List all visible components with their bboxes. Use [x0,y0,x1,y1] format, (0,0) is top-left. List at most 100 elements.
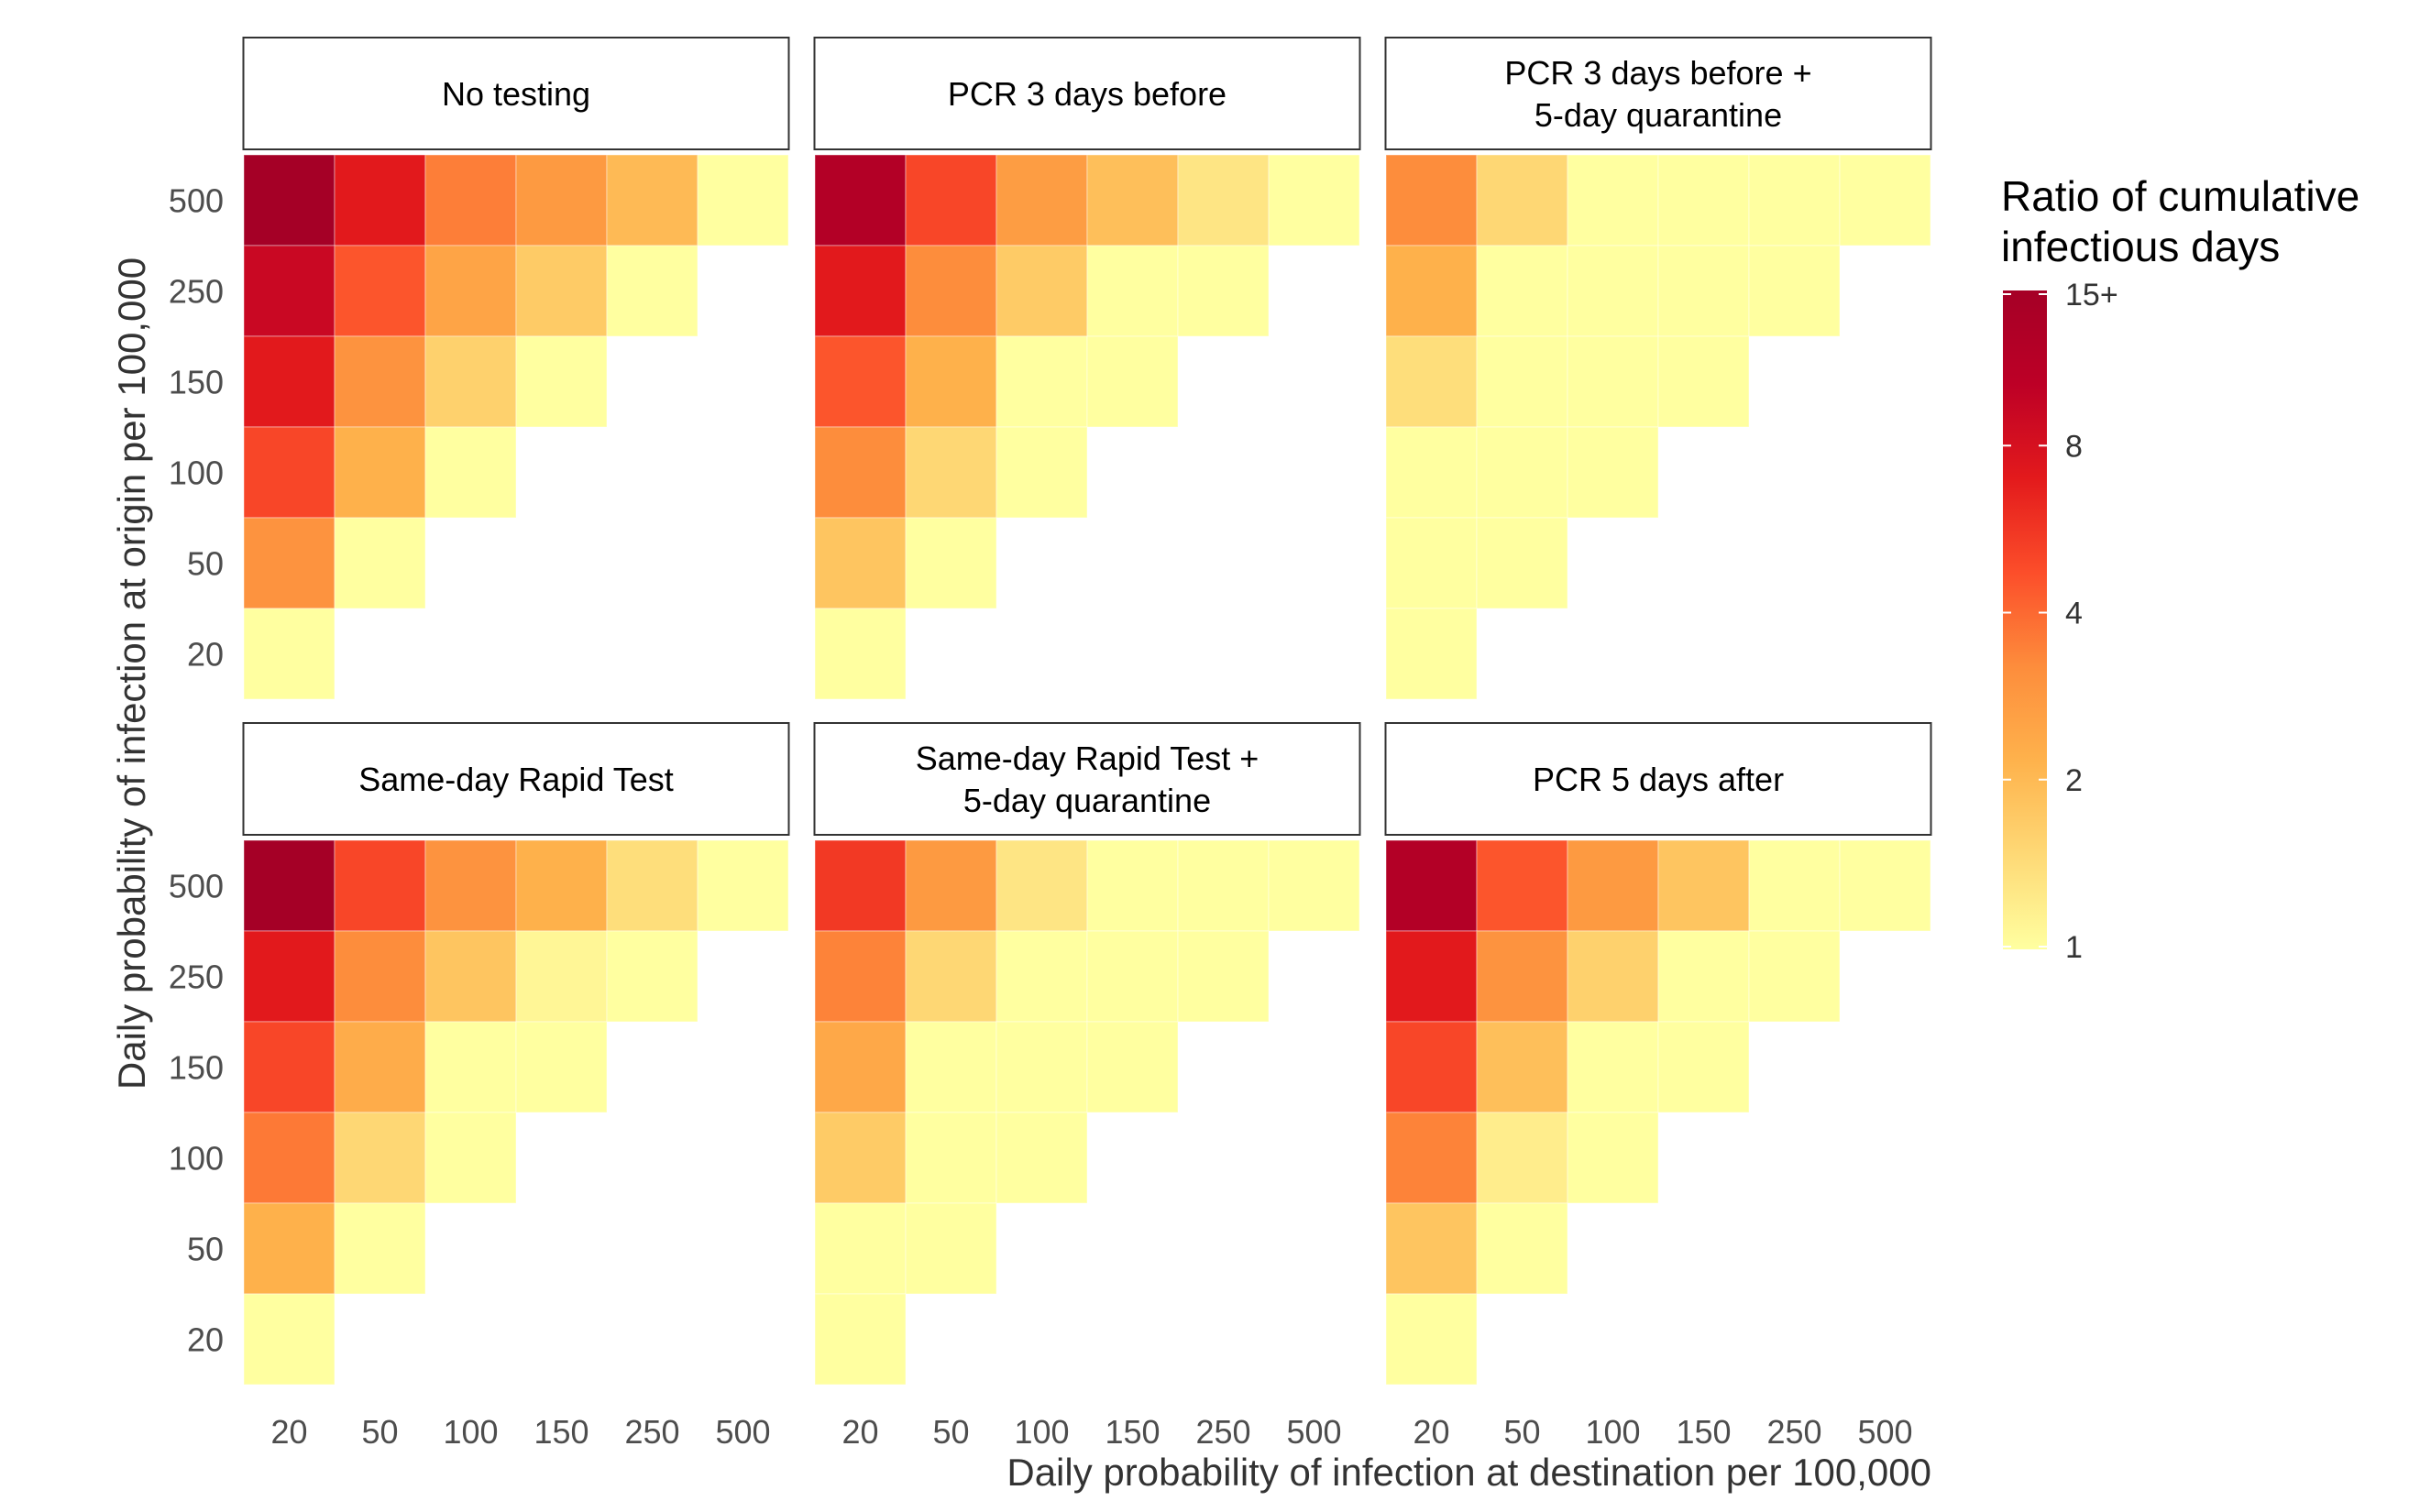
heatmap-cell [334,1112,426,1204]
y-tick-label: 150 [169,364,224,401]
panel: Same-day Rapid Test [242,722,790,1386]
heatmap-cell [424,1112,517,1204]
panel-strip [813,37,1361,150]
heatmap-cell [1385,335,1478,428]
heatmap-cell [1476,517,1568,609]
heatmap-cell [1385,517,1478,609]
heatmap-cell [905,1112,997,1204]
x-tick-label: 500 [715,1413,770,1451]
x-tick-label: 500 [1857,1413,1912,1451]
heatmap-cell [1177,245,1270,337]
heatmap-cell [1476,245,1568,337]
heatmap-cell [1657,839,1750,932]
heatmap-cell [243,335,336,428]
x-axis-title: Daily probability of infection at destin… [1006,1451,1931,1494]
heatmap-cell [905,517,997,609]
x-tick-label: 20 [842,1413,878,1451]
panel-title: Same-day Rapid Test +5-day quarantine [916,740,1260,819]
heatmap-cell [814,608,907,700]
y-tick-label: 250 [169,959,224,996]
heatmap-cell [1567,930,1659,1023]
legend-title: Ratio of cumulative infectious days [2001,172,2360,270]
heatmap-cell [814,1112,907,1204]
heatmap-cell [243,154,336,247]
heatmap-cell [814,930,907,1023]
heatmap-cell [243,839,336,932]
panel-strip [813,722,1361,836]
heatmap-cell [905,426,997,519]
heatmap-cell [1086,245,1179,337]
heatmap-cell [697,839,789,932]
heatmap-cell [1086,335,1179,428]
panels-layer: No testing PCR 3 days before PCR 3 days be… [242,37,1932,1386]
heatmap-cell [905,930,997,1023]
heatmap-cell [424,335,517,428]
heatmap-cell [1567,154,1659,247]
heatmap-cell [905,1021,997,1113]
heatmap-cell [1385,1112,1478,1204]
x-tick-label: 50 [1503,1413,1540,1451]
x-tick-label: 20 [1413,1413,1449,1451]
heatmap-cell [1567,1021,1659,1113]
y-tick-label: 20 [187,636,224,674]
x-tick-label: 50 [361,1413,398,1451]
heatmap-cell [424,839,517,932]
panel: No testing [242,37,790,700]
y-tick-label: 500 [169,868,224,905]
heatmap-cell [334,426,426,519]
heatmap-cell [1657,930,1750,1023]
heatmap-cell [996,154,1088,247]
heatmap-cell [1476,839,1568,932]
heatmap-cell [814,517,907,609]
heatmap-cell [814,839,907,932]
heatmap-cell [996,930,1088,1023]
heatmap-cell [334,1021,426,1113]
y-tick-label: 100 [169,455,224,492]
heatmap-cell [1657,154,1750,247]
y-tick-label: 250 [169,273,224,311]
heatmap-cell [996,1112,1088,1204]
legend-tick-label: 4 [2065,597,2083,631]
heatmap-cell [1657,245,1750,337]
heatmap-cell [1839,154,1931,247]
heatmap-cell [334,154,426,247]
heatmap-cell [515,1021,608,1113]
heatmap-cell [243,517,336,609]
heatmap-cell [1385,1021,1478,1113]
panel: PCR 3 days before +5-day quarantine [1384,37,1932,700]
heatmap-cell [1385,1202,1478,1295]
heatmap-cell [1268,154,1360,247]
heatmap-cell [334,930,426,1023]
heatmap-cell [1567,1112,1659,1204]
panel: PCR 5 days after [1384,722,1932,1386]
legend-tick-label: 15+ [2065,278,2118,312]
heatmap-cell [243,1293,336,1386]
heatmap-cell [996,1021,1088,1113]
x-tick-label: 250 [624,1413,679,1451]
heatmap-cell [1567,245,1659,337]
x-tick-label: 50 [932,1413,969,1451]
heatmap-cell [334,245,426,337]
heatmap-cell [243,426,336,519]
heatmap-cell [1385,426,1478,519]
heatmap-cell [1086,930,1179,1023]
heatmap-cell [1385,245,1478,337]
legend-tick-label: 8 [2065,429,2083,464]
heatmap-cell [996,426,1088,519]
heatmap-cell [424,930,517,1023]
heatmap-cell [996,839,1088,932]
legend-tick-label: 1 [2065,930,2083,965]
panel-title: PCR 5 days after [1533,761,1784,798]
heatmap-cell [905,335,997,428]
heatmap-cell [996,245,1088,337]
heatmap-cell [243,1021,336,1113]
x-tick-label: 250 [1195,1413,1250,1451]
heatmap-cell [606,930,698,1023]
heatmap-cell [814,154,907,247]
panel-strip [1384,722,1932,836]
heatmap-cell [424,426,517,519]
heatmap-cell [1177,930,1270,1023]
x-tick-label: 100 [1585,1413,1640,1451]
heatmap-cell [1476,1112,1568,1204]
